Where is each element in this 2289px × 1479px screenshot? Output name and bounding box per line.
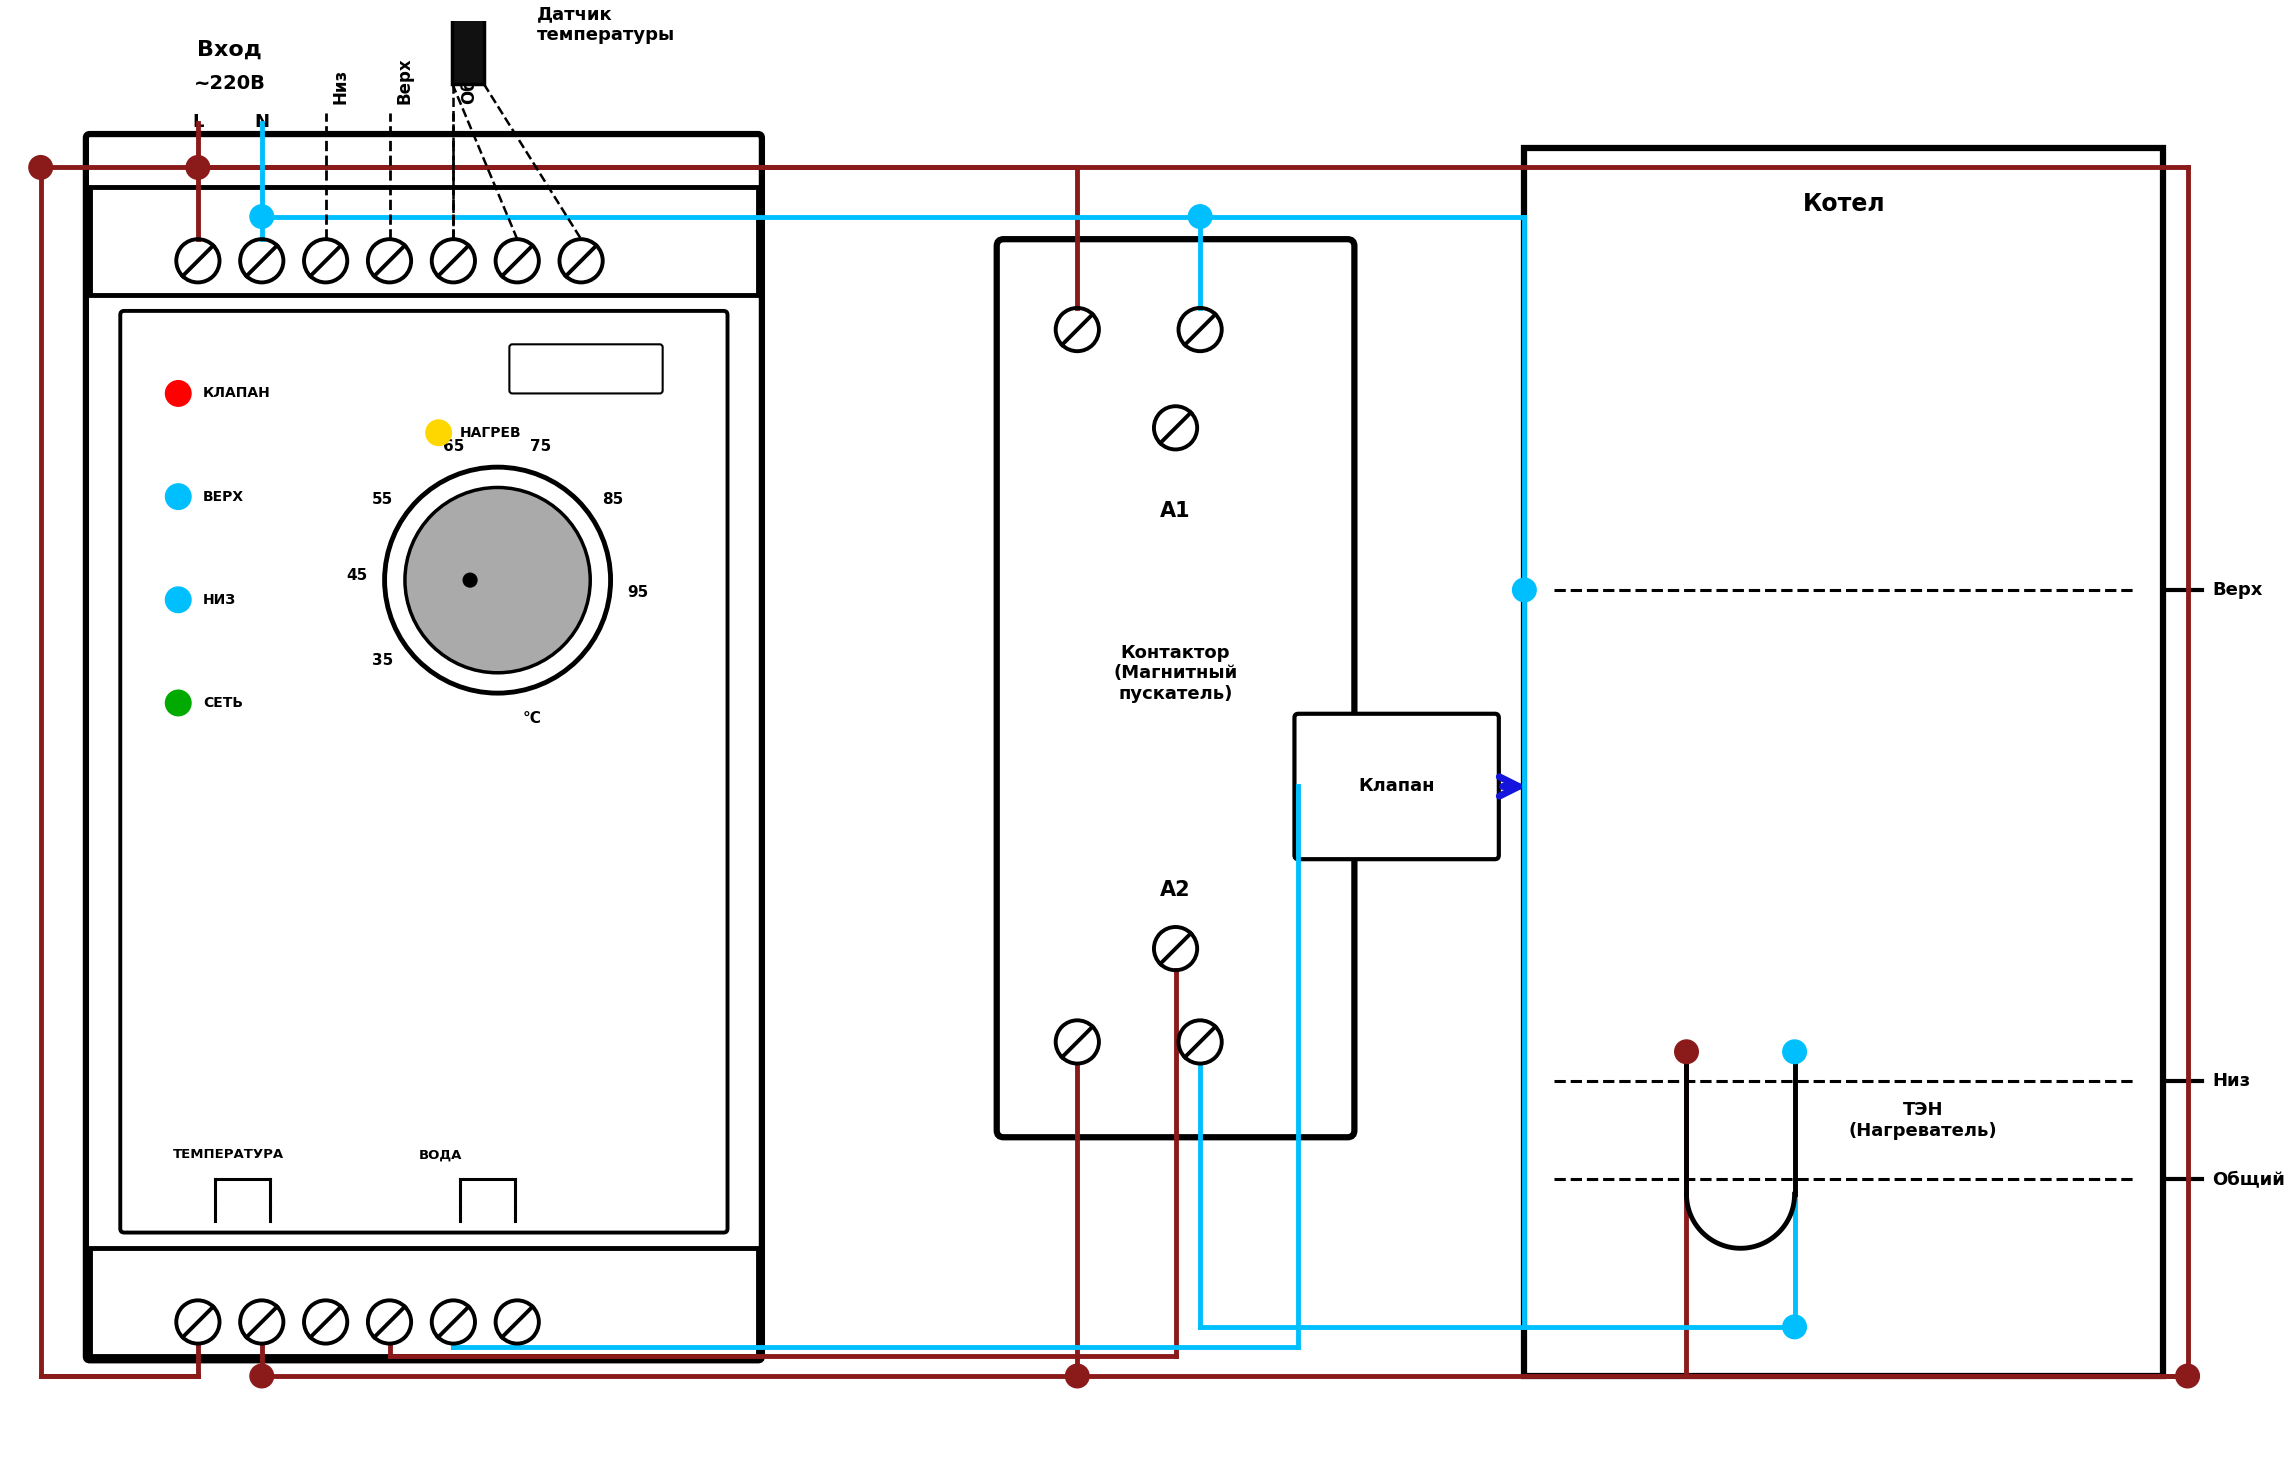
Text: 35: 35 (371, 654, 394, 669)
Text: N: N (254, 114, 270, 132)
Circle shape (2177, 1364, 2200, 1387)
FancyBboxPatch shape (510, 345, 662, 393)
Text: Контактор
(Магнитный
пускатель): Контактор (Магнитный пускатель) (1112, 643, 1238, 704)
Bar (89, 1248, 758, 1356)
FancyBboxPatch shape (1296, 714, 1499, 859)
Circle shape (1783, 1315, 1806, 1338)
Circle shape (405, 488, 591, 673)
Text: Вход: Вход (197, 40, 263, 59)
Circle shape (165, 380, 190, 407)
Text: Общий: Общий (460, 35, 478, 104)
Text: 45: 45 (346, 568, 369, 583)
Text: А2: А2 (1161, 880, 1190, 899)
Bar (453, 0, 483, 84)
Text: Верх: Верх (2211, 581, 2262, 599)
Text: ТЕМПЕРАТУРА: ТЕМПЕРАТУРА (174, 1148, 284, 1161)
Text: 65: 65 (444, 439, 465, 454)
Circle shape (462, 574, 476, 587)
Circle shape (165, 587, 190, 612)
Text: КЛАПАН: КЛАПАН (204, 386, 270, 401)
Text: ВОДА: ВОДА (419, 1148, 462, 1161)
Text: А1: А1 (1161, 501, 1190, 522)
Circle shape (250, 204, 275, 228)
Text: L: L (192, 114, 204, 132)
Text: НАГРЕВ: НАГРЕВ (460, 426, 522, 439)
Circle shape (165, 484, 190, 509)
Circle shape (1064, 1364, 1090, 1387)
Text: ВЕРХ: ВЕРХ (204, 490, 245, 504)
Text: Низ: Низ (2211, 1072, 2250, 1090)
Text: Общий: Общий (2211, 1170, 2284, 1189)
Circle shape (250, 1364, 275, 1387)
Circle shape (1513, 578, 1536, 602)
Circle shape (426, 420, 451, 445)
Bar (1524, 148, 2163, 1375)
Circle shape (1783, 1040, 1806, 1063)
Bar (89, 188, 758, 296)
Text: Низ: Низ (332, 68, 350, 104)
Text: ~220В: ~220В (195, 74, 266, 93)
Text: Котел: Котел (1801, 192, 1886, 216)
Circle shape (1188, 204, 1211, 228)
Circle shape (1676, 1040, 1698, 1063)
Text: 55: 55 (371, 493, 394, 507)
FancyBboxPatch shape (87, 135, 762, 1361)
Text: 85: 85 (602, 493, 623, 507)
Text: НИЗ: НИЗ (204, 593, 236, 606)
Text: ТЭН
(Нагреватель): ТЭН (Нагреватель) (1850, 1102, 1998, 1140)
Text: Датчик
температуры: Датчик температуры (538, 6, 675, 44)
Text: 75: 75 (531, 439, 552, 454)
Text: ~ПЭЛЗ: ~ПЭЛЗ (547, 362, 600, 376)
Circle shape (185, 155, 211, 179)
Text: 95: 95 (627, 584, 648, 600)
Text: °C: °C (522, 711, 542, 726)
Circle shape (30, 155, 53, 179)
FancyBboxPatch shape (996, 240, 1355, 1137)
FancyBboxPatch shape (121, 311, 728, 1232)
Circle shape (165, 691, 190, 716)
Text: Верх: Верх (396, 58, 414, 104)
Text: Клапан: Клапан (1357, 778, 1435, 796)
Text: СЕТЬ: СЕТЬ (204, 697, 243, 710)
